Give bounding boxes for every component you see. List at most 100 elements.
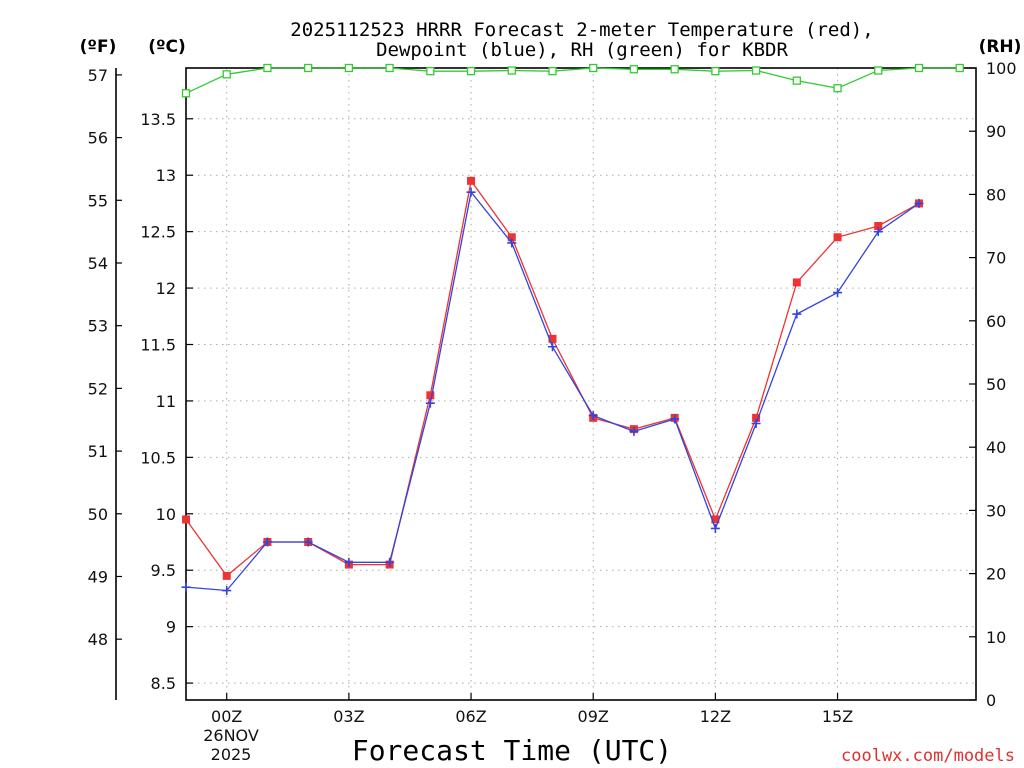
- data-series: [181, 63, 964, 596]
- fahrenheit-tick-label: 56: [88, 129, 108, 148]
- grid-lines: [186, 68, 976, 700]
- rh-point: [670, 65, 679, 74]
- rh-tick-label: 100: [986, 59, 1017, 78]
- fahrenheit-tick-label: 48: [88, 630, 108, 649]
- rh-point: [914, 63, 924, 73]
- dewpoint-point: [507, 238, 517, 248]
- rh-tick-label: 60: [986, 312, 1006, 331]
- dewpoint-point: [181, 582, 191, 592]
- temperature-point: [507, 233, 516, 242]
- rh-point: [955, 63, 964, 73]
- rh-point: [385, 63, 394, 73]
- dewpoint-point: [547, 342, 557, 352]
- dewpoint-point: [670, 414, 680, 424]
- celsius-tick-label: 12.5: [140, 223, 176, 242]
- dewpoint-line: [185, 190, 920, 592]
- rh-tick-label: 70: [986, 249, 1006, 268]
- x-tick-label: 15Z: [822, 707, 853, 726]
- rh-point: [263, 63, 272, 73]
- celsius-tick-label: 10: [156, 505, 176, 524]
- rh-tick-label: 50: [986, 375, 1006, 394]
- dewpoint-point: [466, 187, 476, 197]
- rh-point: [833, 84, 842, 93]
- rh-tick-label: 90: [986, 122, 1006, 141]
- axis-ticks: 8.5 9 9.5 10 10.5 11 11.5 12 12.5 13 13.5 00Z 03Z 06Z…: [88, 59, 1017, 726]
- date-label-day: 26NOV: [203, 726, 259, 745]
- rh-tick-label: 30: [986, 501, 1006, 520]
- rh-point: [426, 67, 435, 76]
- temperature-point: [426, 391, 435, 400]
- x-tick-label: 12Z: [700, 707, 731, 726]
- rh-point: [181, 89, 191, 98]
- celsius-tick-label: 13.5: [140, 110, 176, 129]
- rh-tick-label: 80: [986, 185, 1006, 204]
- temperature-point: [752, 413, 761, 422]
- fahrenheit-tick-label: 53: [88, 317, 108, 336]
- temperature-point: [792, 278, 801, 287]
- dewpoint-point: [588, 411, 598, 421]
- dewpoint-point: [222, 586, 232, 596]
- temperature-point: [711, 515, 720, 524]
- fahrenheit-tick-label: 52: [88, 379, 108, 398]
- fahrenheit-tick-label: 49: [88, 567, 108, 586]
- dewpoint-point: [873, 227, 883, 237]
- date-label-year: 2025: [211, 745, 252, 764]
- x-axis-title: Forecast Time (UTC): [352, 734, 672, 767]
- temperature-point: [548, 334, 557, 343]
- chart-axes: [115, 67, 977, 701]
- fahrenheit-unit-label: (ºF): [80, 37, 117, 57]
- rh-unit-label: (RH): [979, 37, 1022, 57]
- rh-line: [185, 67, 960, 94]
- rh-tick-label: 0: [986, 691, 996, 710]
- rh-tick-label: 20: [986, 565, 1006, 584]
- celsius-tick-label: 9: [166, 618, 176, 637]
- plot-frame: [185, 67, 977, 701]
- dewpoint-point: [833, 288, 843, 298]
- celsius-tick-label: 11.5: [140, 336, 176, 355]
- dewpoint-point: [344, 557, 354, 567]
- rh-point: [466, 67, 476, 76]
- temperature-point: [182, 515, 190, 524]
- rh-point: [222, 70, 231, 79]
- x-tick-label: 03Z: [333, 707, 364, 726]
- temperature-point: [833, 233, 842, 242]
- fahrenheit-tick-label: 57: [88, 66, 108, 85]
- rh-point: [629, 65, 639, 74]
- rh-point: [304, 63, 313, 73]
- x-tick-label: 06Z: [455, 707, 486, 726]
- celsius-tick-label: 13: [156, 166, 176, 185]
- dewpoint-point: [629, 426, 639, 436]
- rh-point: [711, 67, 720, 76]
- fahrenheit-tick-label: 51: [88, 442, 108, 461]
- rh-point: [344, 63, 354, 73]
- rh-point: [589, 63, 598, 73]
- temperature-line: [185, 179, 920, 577]
- celsius-tick-label: 11: [156, 392, 176, 411]
- rh-tick-label: 10: [986, 628, 1006, 647]
- celsius-tick-label: 8.5: [151, 674, 176, 693]
- rh-point: [507, 66, 516, 75]
- chart-title-line1: 2025112523 HRRR Forecast 2-meter Tempera…: [290, 19, 873, 41]
- dewpoint-point: [385, 557, 395, 567]
- rh-point: [751, 66, 761, 75]
- x-tick-label: 09Z: [578, 707, 609, 726]
- dewpoint-point: [914, 198, 924, 208]
- temperature-point: [222, 571, 231, 580]
- dewpoint-point: [262, 537, 272, 547]
- rh-point: [548, 67, 557, 76]
- celsius-tick-label: 12: [156, 279, 176, 298]
- fahrenheit-tick-label: 54: [88, 254, 108, 273]
- celsius-tick-label: 9.5: [151, 561, 176, 580]
- chart-title-line2: Dewpoint (blue), RH (green) for KBDR: [376, 39, 788, 61]
- rh-tick-label: 40: [986, 438, 1006, 457]
- fahrenheit-tick-label: 50: [88, 505, 108, 524]
- celsius-unit-label: (ºC): [148, 37, 186, 57]
- dewpoint-point: [792, 309, 802, 319]
- celsius-tick-label: 10.5: [140, 448, 176, 467]
- rh-point: [792, 76, 801, 85]
- temperature-point: [874, 222, 883, 230]
- credit-text: coolwx.com/models: [841, 746, 1015, 766]
- fahrenheit-tick-label: 55: [88, 191, 108, 210]
